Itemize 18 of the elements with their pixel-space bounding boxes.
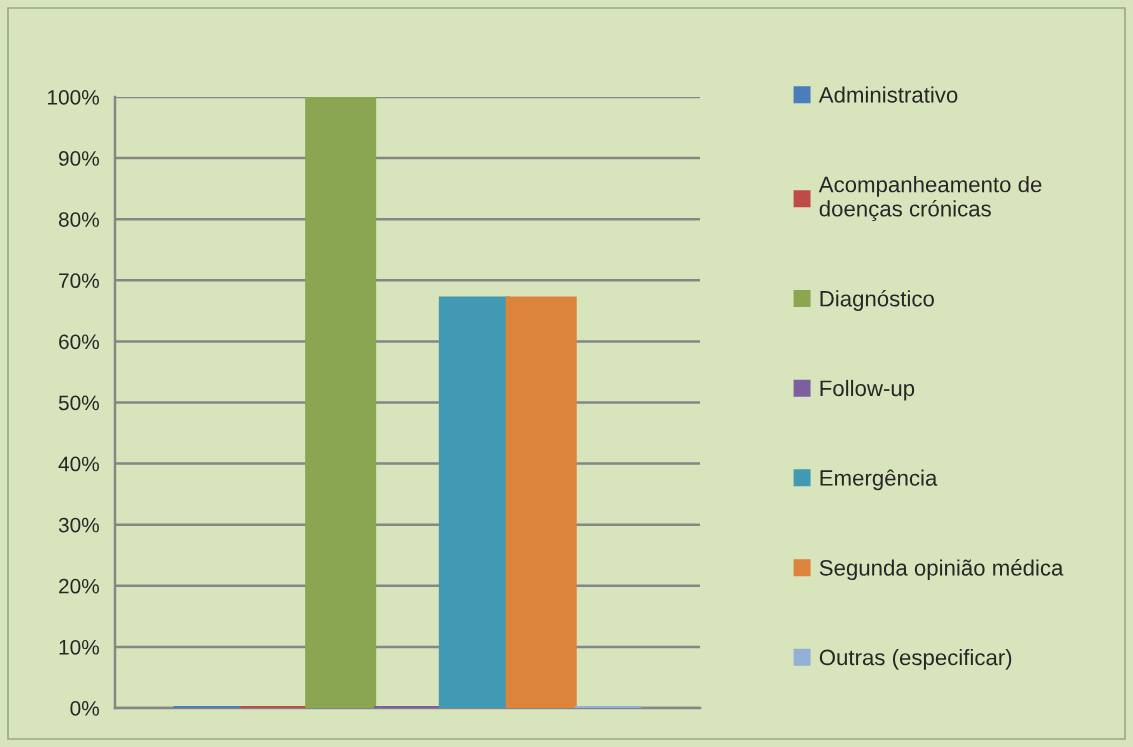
y-tick-label: 40% [58, 456, 99, 472]
legend-label: Acompanheamento de doenças crónicas [818, 176, 1042, 222]
y-tick-label: 10% [59, 639, 99, 655]
legend-label: Administrativo [818, 86, 958, 103]
legend-label: Diagnóstico [820, 289, 934, 311]
y-tick-label: 50% [58, 395, 99, 411]
legend-label: Follow-up [820, 379, 915, 401]
legend-label: Outras (especificar) [819, 648, 1012, 670]
y-tick-label: 60% [59, 334, 99, 350]
y-tick-label: 100% [48, 90, 99, 105]
y-tick-label: 80% [58, 212, 99, 227]
y-tick-label: 0% [70, 701, 99, 716]
y-tick-label: 30% [58, 517, 99, 533]
y-tick-label: 90% [59, 151, 99, 166]
y-tick-label: 20% [59, 578, 99, 594]
legend-label: Segunda opinião médica [819, 559, 1064, 581]
y-tick-label: 70% [59, 273, 99, 289]
legend-label: Emergência [820, 469, 938, 491]
